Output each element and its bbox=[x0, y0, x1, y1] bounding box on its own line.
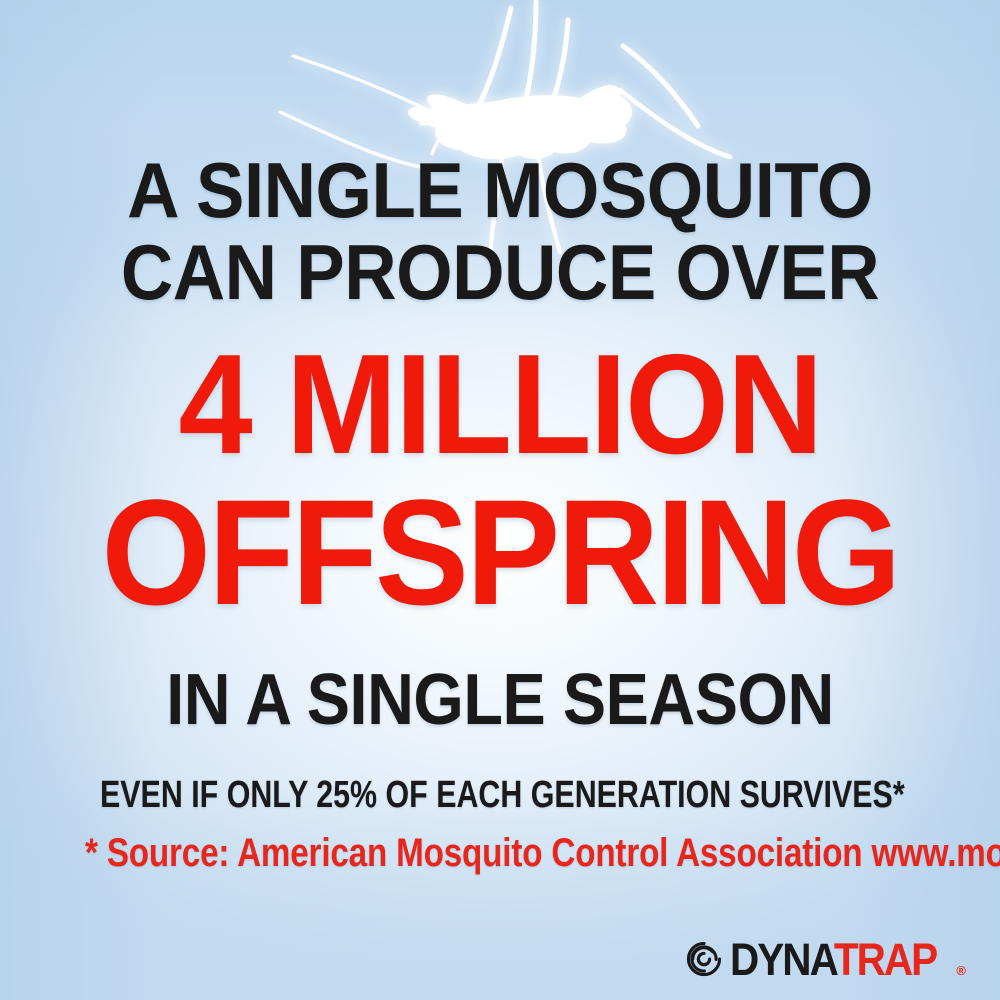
registered-trademark-icon: ® bbox=[956, 962, 966, 978]
logo-word-trap: TRAP bbox=[834, 933, 938, 985]
source-line: * Source: American Mosquito Control Asso… bbox=[85, 831, 1000, 875]
logo-word-dyna: DYNA bbox=[730, 933, 836, 985]
emphasis-statistic: 4 MILLION OFFSPRING bbox=[30, 325, 970, 636]
emphasis-line-2: OFFSPRING bbox=[101, 467, 901, 636]
caveat-line: EVEN IF ONLY 25% OF EACH GENERATION SURV… bbox=[100, 774, 905, 816]
dynatrap-wordmark: DYNATRAP bbox=[730, 933, 938, 985]
headline-line-1: A SINGLE MOSQUITO bbox=[127, 146, 873, 234]
headline: A SINGLE MOSQUITO CAN PRODUCE OVER bbox=[35, 146, 965, 317]
dynatrap-logo[interactable]: DYNATRAP ® bbox=[685, 936, 976, 982]
source-asterisk: * bbox=[85, 831, 98, 875]
headline-line-2: CAN PRODUCE OVER bbox=[120, 228, 880, 317]
subhead-line: IN A SINGLE SEASON bbox=[166, 660, 834, 740]
emphasis-line-1: 4 MILLION bbox=[178, 325, 823, 484]
spiral-swirl-icon bbox=[685, 940, 723, 978]
source-text: Source: American Mosquito Control Associ… bbox=[106, 831, 1000, 875]
